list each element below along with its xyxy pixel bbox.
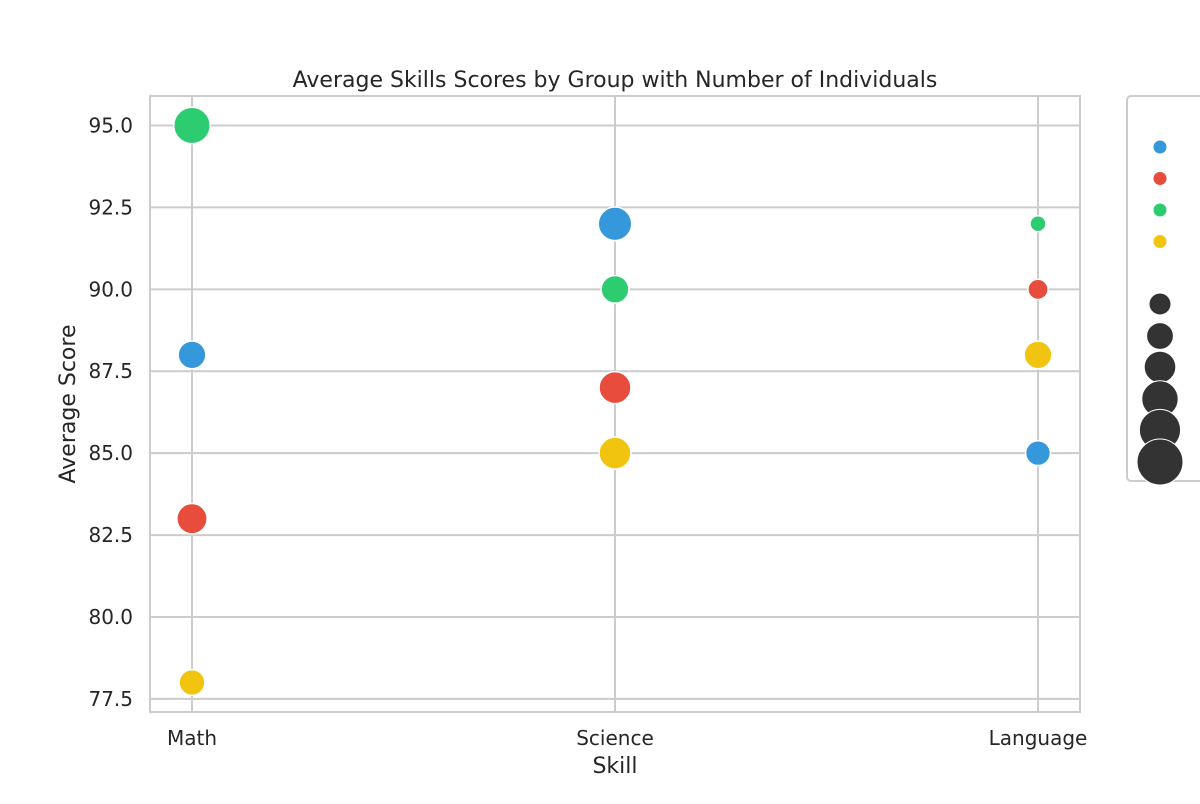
y-tick-label: 95.0 [88,113,133,137]
legend-color-marker [1152,234,1168,249]
bubble-point [600,274,630,304]
ticks-layer: 77.5 80.0 82.5 85.0 87.5 90.0 92.5 95.0 Math Scie… [88,113,1087,750]
bubble-point [598,436,632,470]
x-tick-label: Language [989,726,1088,750]
legend-color-marker [1152,139,1168,155]
bubble-point [1029,215,1047,233]
plot-frame [149,95,1081,713]
bubble-point [597,206,633,242]
y-tick-label: 90.0 [88,277,133,301]
marks-layer [173,106,1053,697]
bubble-point [1024,440,1052,467]
legend-items [1136,139,1184,486]
bubble-point [178,668,206,697]
y-tick-label: 82.5 [88,523,133,547]
legend-color-marker [1152,171,1168,186]
legend-size-marker [1146,322,1174,350]
legend-size-marker [1148,292,1172,316]
bubble-point [177,340,207,370]
legend-size-marker [1136,438,1184,486]
y-tick-label: 87.5 [88,359,133,383]
legend [1126,95,1200,486]
bubble-point [173,106,211,145]
y-axis-label: Average Score [56,325,81,484]
bubble-point [1023,340,1053,370]
bubble-point [1027,278,1049,301]
chart-title: Average Skills Scores by Group with Numb… [293,68,938,93]
y-tick-label: 77.5 [88,687,133,711]
y-tick-label: 80.0 [88,605,133,629]
x-axis-label: Skill [592,754,637,779]
legend-size-marker [1143,350,1177,384]
y-tick-label: 92.5 [88,195,133,219]
x-tick-label: Science [576,726,654,750]
y-tick-label: 85.0 [88,441,133,465]
bubble-point [598,370,632,405]
legend-color-marker [1152,202,1168,218]
bubble-point [176,502,208,535]
x-tick-label: Math [167,726,217,750]
